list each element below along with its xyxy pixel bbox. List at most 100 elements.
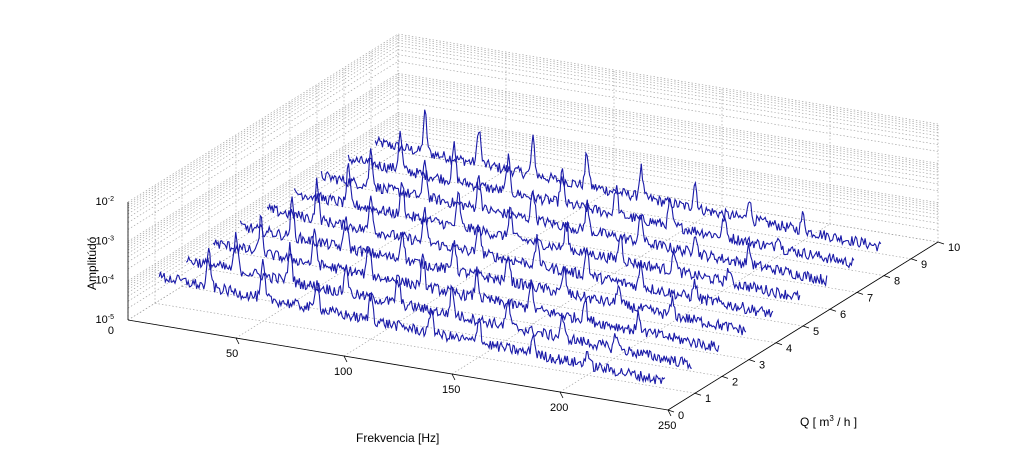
grid-line [127, 61, 399, 230]
grid-line [397, 88, 939, 180]
grid-line [397, 139, 939, 231]
grid-line [370, 168, 912, 260]
grid-line [127, 54, 399, 223]
y-tick [721, 376, 729, 379]
x-tick-label: 50 [226, 348, 238, 360]
x-tick-label: 100 [334, 366, 352, 378]
z-axis-label: Amplitúdó [85, 236, 99, 290]
z-tick-label: 10-2 [96, 196, 115, 208]
grid-line [397, 93, 939, 185]
grid-line [127, 39, 399, 209]
axis-line [127, 319, 669, 411]
y-tick [883, 275, 891, 278]
x-axis-label: Frekvencia [Hz] [356, 431, 439, 445]
grid-line [397, 84, 939, 176]
y-tick [856, 292, 864, 295]
grid-line [397, 73, 939, 164]
x-tick [667, 409, 672, 417]
grid-line [127, 33, 399, 203]
y-tick-label: 9 [921, 259, 927, 271]
y-tick-label: 3 [759, 360, 765, 372]
grid-line [235, 252, 777, 344]
grid-line [397, 128, 939, 219]
grid-line [127, 114, 399, 283]
grid-line [397, 37, 939, 129]
y-tick [802, 325, 810, 329]
series-line [266, 177, 774, 318]
y-tick-label: 10 [948, 242, 960, 254]
grid-line [127, 93, 399, 263]
x-tick [235, 337, 240, 345]
grid-line [397, 33, 939, 125]
grid-line [316, 202, 858, 293]
grid-line [397, 118, 939, 210]
y-tick [829, 308, 837, 312]
grid-line [127, 128, 399, 297]
y-tick-label: 1 [705, 393, 711, 405]
y-axis-label: Q [ m3 / h ] [800, 414, 857, 429]
grid-line [127, 124, 399, 293]
grid-line [397, 49, 939, 140]
series-line [212, 214, 720, 353]
y-tick-label: 0 [678, 410, 684, 422]
grid [127, 33, 939, 411]
grid-line [397, 116, 939, 207]
y-tick-label: 7 [867, 292, 873, 304]
series-line [320, 148, 828, 287]
grid-line [451, 205, 723, 375]
grid-line [397, 74, 939, 166]
grid-line [397, 45, 939, 137]
x-tick [559, 391, 564, 399]
x-tick [343, 355, 348, 363]
grid-line [397, 76, 939, 168]
grid-line [127, 81, 399, 251]
grid-line [127, 73, 399, 242]
x-tick-label: 150 [442, 384, 460, 396]
grid-line [397, 39, 939, 131]
series-line [239, 196, 747, 336]
grid-line [127, 79, 399, 248]
grid-line [397, 79, 939, 170]
y-tick-label: 8 [894, 276, 900, 288]
series-line [185, 231, 692, 371]
y-tick [694, 392, 702, 396]
series-line [293, 163, 801, 301]
grid-line [397, 35, 939, 127]
grid-line [397, 42, 939, 134]
grid-line [181, 286, 723, 377]
y-tick-label: 2 [732, 376, 738, 388]
y-tick [748, 359, 756, 362]
axes [127, 202, 945, 417]
grid-line [397, 121, 939, 212]
grid-line [397, 54, 939, 145]
x-tick [451, 373, 456, 381]
y-tick-label: 4 [786, 343, 792, 355]
grid-line [397, 112, 939, 203]
grid-line [397, 61, 939, 152]
grid-line [154, 302, 696, 394]
y-tick [775, 342, 783, 346]
grid-line [397, 114, 939, 205]
grid-line [397, 100, 939, 192]
grid-line [397, 81, 939, 173]
grid-line [127, 100, 399, 270]
y-tick [937, 241, 945, 245]
x-tick-label: 200 [550, 402, 568, 414]
series-lines [158, 109, 882, 385]
y-tick [667, 409, 675, 413]
grid-line [127, 74, 399, 244]
y-tick-label: 5 [813, 326, 819, 338]
z-zero-label: 0 [108, 325, 114, 337]
grid-line [127, 118, 399, 288]
x-tick-label: 250 [658, 420, 676, 432]
grid-line [127, 121, 399, 290]
tick-labels: 5010015020025001234567891010-510-410-310… [96, 196, 961, 432]
series-line [158, 247, 666, 385]
series-line [374, 109, 882, 252]
grid-line [343, 185, 885, 276]
y-tick [910, 258, 918, 262]
grid-line [397, 124, 939, 215]
grid-line [397, 132, 939, 224]
grid-line [208, 269, 750, 360]
